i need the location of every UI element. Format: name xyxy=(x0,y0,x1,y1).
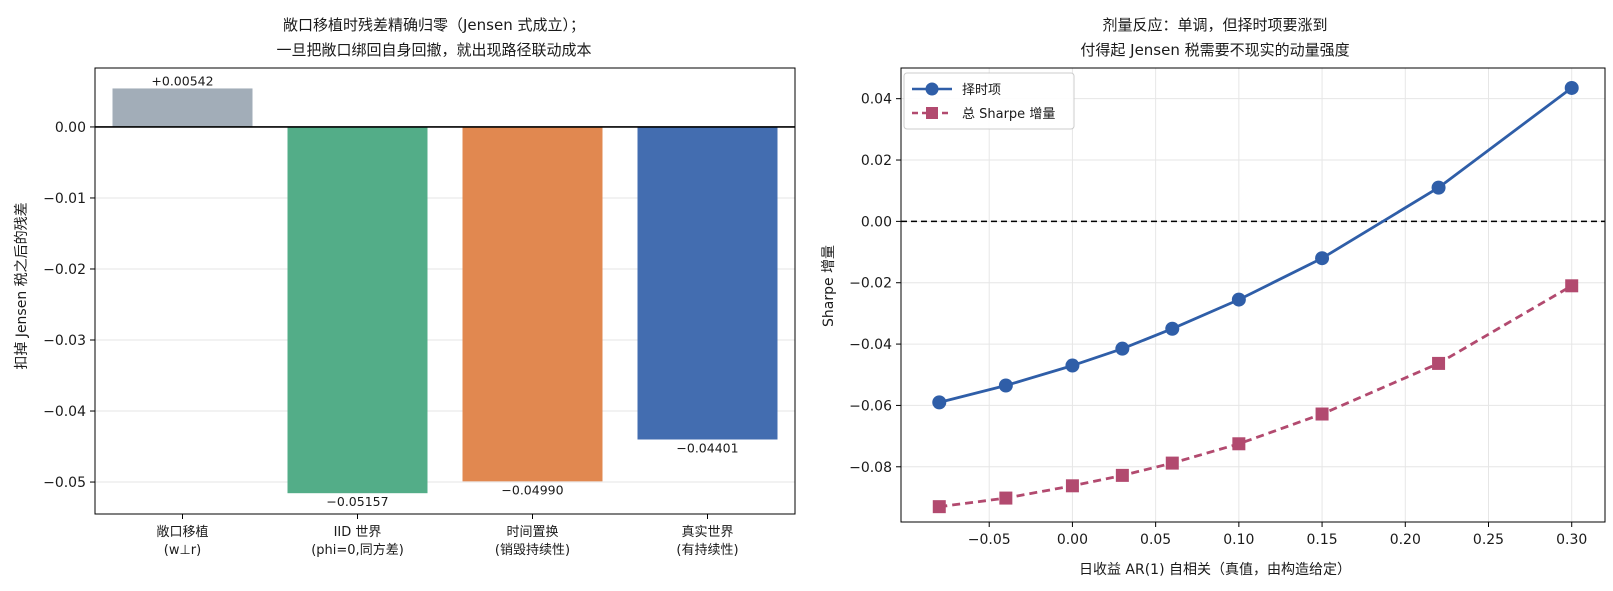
line-chart-y-ticks: 0.04 0.02 0.00 −0.02 −0.04 −0.06 −0.08 xyxy=(849,92,901,476)
bar-chart-category-label: IID 世界 xyxy=(334,525,382,540)
bar-chart-y-tick-label: −0.04 xyxy=(43,404,86,420)
series-2-point xyxy=(1065,479,1079,493)
legend-marker-total xyxy=(926,107,938,119)
legend-marker-timing xyxy=(925,82,939,96)
line-chart-y-tick-label: 0.04 xyxy=(861,92,892,108)
bar-chart-y-ticks: 0.00 −0.01 −0.02 −0.03 −0.04 −0.05 xyxy=(43,120,95,491)
bar-chart-x-ticks: 敞口移植 (w⊥r) IID 世界 (phi=0,同方差) 时间置换 (销毁持续性) 真实世… xyxy=(156,514,739,558)
bar-chart-y-tick-label: −0.03 xyxy=(43,333,86,349)
bar-chart-category-sublabel: (w⊥r) xyxy=(164,543,201,558)
bar xyxy=(462,126,603,482)
bar xyxy=(287,126,428,494)
legend-box xyxy=(903,72,1075,130)
line-chart-y-tick-label: −0.04 xyxy=(849,337,892,353)
bar xyxy=(112,88,253,127)
line-chart-x-tick-label: 0.05 xyxy=(1140,532,1171,548)
series-1-point xyxy=(1065,358,1080,373)
bar-chart-y-axis-label: 扣掉 Jensen 税之后的残差 xyxy=(14,202,30,369)
line-chart-y-tick-label: 0.02 xyxy=(861,153,892,169)
bar-chart-y-tick-label: −0.05 xyxy=(43,475,86,491)
bar-chart-y-tick-label: −0.01 xyxy=(43,191,86,207)
series-1-point xyxy=(1115,341,1130,356)
bar-chart-title-line-2: 一旦把敞口绑回自身回撤，就出现路径联动成本 xyxy=(276,41,591,59)
bar-chart-category-sublabel: (有持续性) xyxy=(676,543,738,558)
line-chart-plot-frame xyxy=(900,67,1606,523)
line-chart-y-axis-label: Sharpe 增量 xyxy=(821,245,837,327)
bar-chart-plot-frame xyxy=(94,67,796,515)
line-chart-x-tick-label: 0.30 xyxy=(1556,532,1587,548)
line-chart-title-line-1: 剂量反应：单调，但择时项要涨到 xyxy=(1102,16,1327,34)
bar xyxy=(637,126,778,440)
legend-label-timing: 择时项 xyxy=(962,83,1001,98)
bar-value-label: −0.04990 xyxy=(501,482,563,497)
series-2-point xyxy=(1232,437,1246,451)
bar-chart-title-line-1: 敞口移植时残差精确归零（Jensen 式成立）； xyxy=(283,16,585,34)
series-2-point xyxy=(999,491,1013,505)
bar-value-label: −0.05157 xyxy=(326,494,388,509)
bar-chart-category-label: 时间置换 xyxy=(506,525,558,540)
bar-chart-y-tick-label: 0.00 xyxy=(55,120,86,136)
series-1-point xyxy=(1564,80,1579,95)
series-2-point xyxy=(1115,468,1129,482)
line-chart-x-axis-label: 日收益 AR(1) 自相关（真值，由构造给定） xyxy=(1079,562,1351,578)
line-chart-x-tick-label: 0.25 xyxy=(1473,532,1504,548)
line-chart-series xyxy=(932,80,1579,514)
series-1-point xyxy=(1165,321,1180,336)
bar-value-label: +0.00542 xyxy=(151,73,213,88)
bar-chart-data-labels: +0.00542 −0.05157 −0.04990 −0.04401 xyxy=(151,73,738,509)
line-chart: 剂量反应：单调，但择时项要涨到 付得起 Jensen 税需要不现实的动量强度 0… xyxy=(821,16,1606,578)
line-chart-x-ticks: −0.05 0.00 0.05 0.10 0.15 0.20 0.25 0.30 xyxy=(968,522,1587,548)
series-line-2 xyxy=(939,284,1573,509)
bar-chart-category-sublabel: (销毁持续性) xyxy=(495,543,570,558)
line-chart-legend: 择时项 总 Sharpe 增量 xyxy=(903,72,1075,130)
line-chart-title-line-2: 付得起 Jensen 税需要不现实的动量强度 xyxy=(1080,41,1349,59)
series-1-point xyxy=(1315,251,1330,266)
series-1-point xyxy=(998,378,1013,393)
series-2-point xyxy=(1165,456,1179,470)
bar-chart-category-sublabel: (phi=0,同方差) xyxy=(311,542,404,558)
line-chart-x-tick-label: 0.10 xyxy=(1223,532,1254,548)
line-chart-gridlines xyxy=(901,68,1605,522)
line-chart-y-tick-label: 0.00 xyxy=(861,214,892,230)
bar-value-label: −0.04401 xyxy=(676,441,738,456)
line-chart-y-tick-label: −0.08 xyxy=(849,460,892,476)
series-2-point xyxy=(1315,407,1329,421)
line-chart-x-tick-label: −0.05 xyxy=(968,532,1011,548)
bar-chart: 敞口移植时残差精确归零（Jensen 式成立）； 一旦把敞口绑回自身回撤，就出现… xyxy=(14,16,796,558)
series-1-point xyxy=(1431,180,1446,195)
bar-chart-y-tick-label: −0.02 xyxy=(43,262,86,278)
series-2-point xyxy=(1432,356,1446,370)
series-line-1 xyxy=(938,86,1573,404)
legend-label-total: 总 Sharpe 增量 xyxy=(962,107,1055,122)
line-chart-x-tick-label: 0.20 xyxy=(1390,532,1421,548)
line-chart-x-tick-label: 0.15 xyxy=(1306,532,1337,548)
line-chart-y-tick-label: −0.06 xyxy=(849,398,892,414)
series-2-point xyxy=(932,500,946,514)
bar-chart-category-label: 敞口移植 xyxy=(156,524,208,540)
series-1-point xyxy=(932,395,947,410)
line-chart-x-tick-label: 0.00 xyxy=(1057,532,1088,548)
series-1-point xyxy=(1231,292,1246,307)
series-2-point xyxy=(1565,279,1579,293)
bar-chart-bars xyxy=(112,88,778,494)
bar-chart-category-label: 真实世界 xyxy=(681,525,733,540)
line-chart-y-tick-label: −0.02 xyxy=(849,276,892,292)
